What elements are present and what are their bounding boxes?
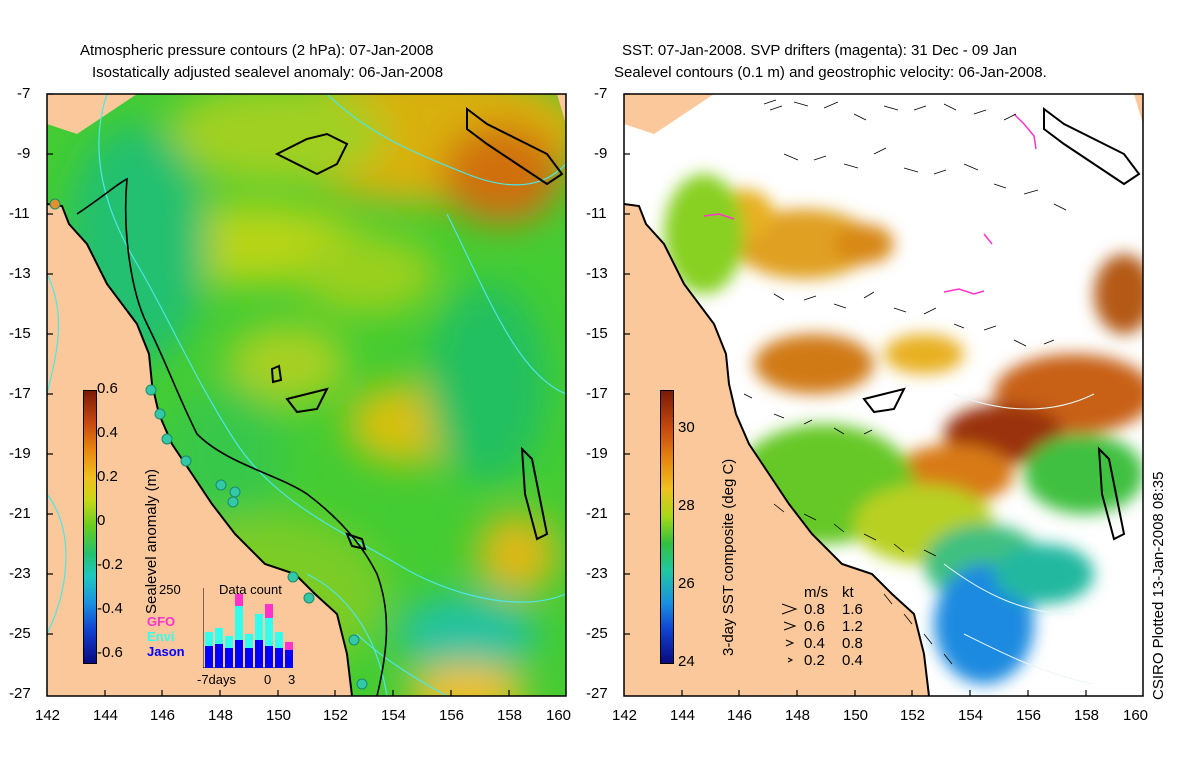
left-lon-tick: 156 xyxy=(439,707,465,724)
right-lon-tick: 142 xyxy=(612,707,638,724)
left-lat-tick: -11 xyxy=(9,205,30,222)
left-title-line2: Isostatically adjusted sealevel anomaly:… xyxy=(92,64,444,81)
right-lon-tick: 150 xyxy=(843,707,869,724)
left-title-line1: Atmospheric pressure contours (2 hPa): 0… xyxy=(80,42,434,59)
right-lon-tick: 144 xyxy=(670,707,696,724)
right-lat-tick: -15 xyxy=(586,325,608,342)
velocity-row-4-ms: 0.2 xyxy=(804,652,825,669)
left-lon-tick: 144 xyxy=(93,707,119,724)
velocity-row-4-kt: 0.4 xyxy=(842,652,863,669)
left-lat-tick: -23 xyxy=(9,565,31,582)
left-lat-tick: -7 xyxy=(17,85,31,102)
sst-colorbar-label: 3-day SST composite (deg C) xyxy=(720,458,737,656)
sl-tick-1: 0.4 xyxy=(97,424,118,441)
left-lat-tick: -19 xyxy=(9,445,31,462)
inset-x-label-start: -7days xyxy=(197,672,237,687)
left-lon-tick: 150 xyxy=(266,707,292,724)
right-lat-tick: -25 xyxy=(586,625,608,642)
sst-tick-28: 28 xyxy=(678,497,695,514)
right-lat-tick: -21 xyxy=(586,505,608,522)
stacked-bars xyxy=(205,594,293,668)
data-count-inset: 250 Data count GFO Envi Jason -7days 0 3 xyxy=(147,582,297,692)
velocity-row-2-ms: 0.6 xyxy=(804,618,825,635)
sealevel-map-graphic xyxy=(47,94,566,696)
right-lat-tick: -11 xyxy=(586,205,607,222)
left-lon-tick: 146 xyxy=(150,707,176,724)
velocity-row-1-kt: 1.6 xyxy=(842,601,863,618)
inset-x-label-zero: 0 xyxy=(264,672,272,687)
velocity-legend-arrows xyxy=(781,603,798,663)
sst-tick-26: 26 xyxy=(678,575,695,592)
right-lon-tick: 146 xyxy=(727,707,753,724)
left-lat-tick: -21 xyxy=(9,505,31,522)
left-lat-tick: -13 xyxy=(9,265,31,282)
sst-tick-30: 30 xyxy=(678,419,695,436)
inset-max-label: 250 xyxy=(159,582,181,597)
right-title-line2: Sealevel contours (0.1 m) and geostrophi… xyxy=(614,64,1047,81)
left-lat-tick: -15 xyxy=(9,325,31,342)
left-lat-tick: -17 xyxy=(9,385,31,402)
right-title-line1: SST: 07-Jan-2008. SVP drifters (magenta)… xyxy=(622,42,1017,59)
right-lat-tick: -27 xyxy=(586,685,608,702)
sealevel-colorbar xyxy=(83,390,97,664)
right-lat-tick: -19 xyxy=(586,445,608,462)
velocity-legend-header-kt: kt xyxy=(842,584,854,601)
right-lat-tick: -23 xyxy=(586,565,608,582)
velocity-row-1-ms: 0.8 xyxy=(804,601,825,618)
sl-tick-3: 0 xyxy=(97,512,106,529)
right-lon-tick: 154 xyxy=(958,707,984,724)
right-lat-tick: -9 xyxy=(594,145,608,162)
left-lon-tick: 160 xyxy=(546,707,572,724)
velocity-legend-header-ms: m/s xyxy=(804,584,829,601)
right-lat-tick: -17 xyxy=(586,385,608,402)
plot-credit: CSIRO Plotted 13-Jan-2008 08:35 xyxy=(1150,471,1167,700)
sst-tick-24: 24 xyxy=(678,653,695,670)
right-lat-tick: -13 xyxy=(586,265,608,282)
right-lon-tick: 156 xyxy=(1016,707,1042,724)
sst-map: 30 28 26 24 3-day SST composite (deg C) … xyxy=(624,94,1143,696)
inset-legend-gfo: GFO xyxy=(147,614,176,629)
inset-legend-envi: Envi xyxy=(147,629,175,644)
velocity-row-3-ms: 0.4 xyxy=(804,635,825,652)
sl-tick-6: -0.6 xyxy=(97,644,123,661)
sl-tick-4: -0.2 xyxy=(97,556,123,573)
inset-x-label-end: 3 xyxy=(288,672,296,687)
left-lat-tick: -9 xyxy=(17,145,31,162)
velocity-legend: m/s kt 0.8 1.6 0.6 1.2 0.4 0.8 0.2 0.4 xyxy=(780,584,890,674)
right-lon-tick: 158 xyxy=(1074,707,1100,724)
sst-colorbar xyxy=(660,390,674,664)
velocity-row-3-kt: 0.8 xyxy=(842,635,863,652)
right-lon-tick: 160 xyxy=(1123,707,1149,724)
left-lon-tick: 152 xyxy=(323,707,349,724)
inset-legend-jason: Jason xyxy=(147,644,185,659)
left-lon-tick: 154 xyxy=(381,707,407,724)
right-lon-tick: 148 xyxy=(785,707,811,724)
left-lon-tick: 158 xyxy=(497,707,523,724)
velocity-row-2-kt: 1.2 xyxy=(842,618,863,635)
left-lat-tick: -27 xyxy=(9,685,31,702)
left-lon-tick: 148 xyxy=(208,707,234,724)
data-count-bars xyxy=(203,588,293,668)
sealevel-anomaly-map: 0.6 0.4 0.2 0 -0.2 -0.4 -0.6 Sealevel an… xyxy=(47,94,566,696)
right-lat-tick: -7 xyxy=(594,85,608,102)
left-lon-tick: 142 xyxy=(35,707,61,724)
left-lat-tick: -25 xyxy=(9,625,31,642)
sl-tick-5: -0.4 xyxy=(97,600,123,617)
sl-tick-0: 0.6 xyxy=(97,380,118,397)
right-lon-tick: 152 xyxy=(900,707,926,724)
sl-tick-2: 0.2 xyxy=(97,468,118,485)
